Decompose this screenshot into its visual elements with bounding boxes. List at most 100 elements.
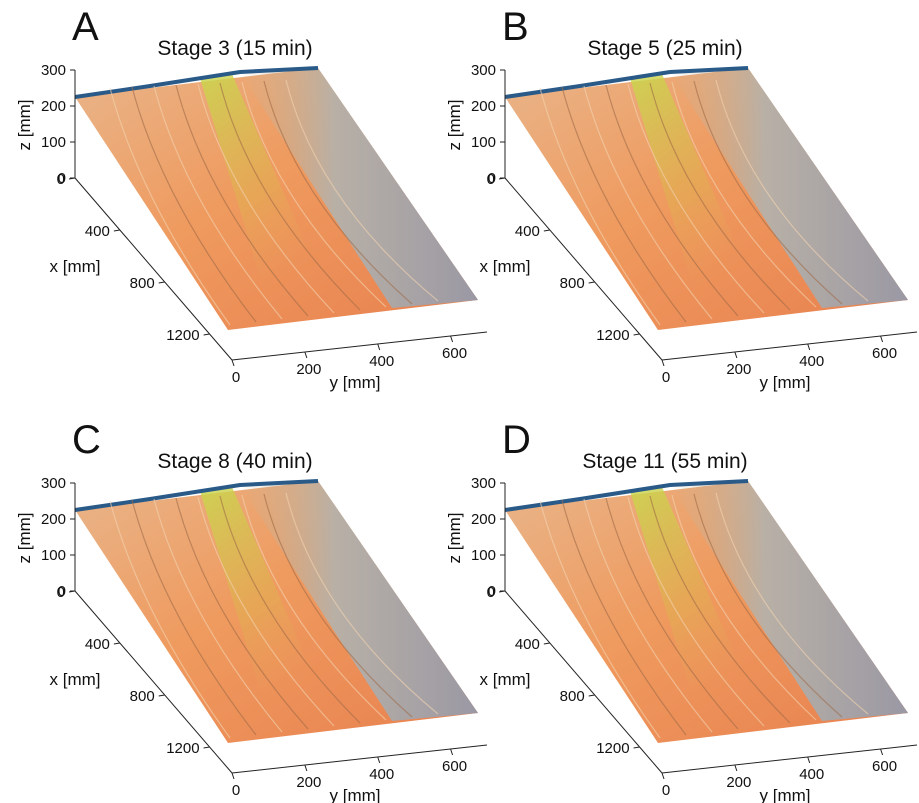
x-axis-label: x [mm] <box>480 670 531 689</box>
x-tick <box>633 746 640 749</box>
z-tick-label: 200 <box>41 98 66 115</box>
surface-streak <box>131 86 257 323</box>
x-tick <box>113 642 120 645</box>
x-axis-label: x [mm] <box>50 670 101 689</box>
y-tick-label: 0 <box>662 782 670 799</box>
y-tick <box>661 772 665 780</box>
panel-title: Stage 5 (25 min) <box>587 37 742 60</box>
y-tick <box>880 748 884 756</box>
surface-streak <box>715 492 869 715</box>
x-tick <box>498 590 506 593</box>
x-tick-label: 800 <box>560 688 585 705</box>
surface-streak <box>627 83 765 314</box>
panel-label: B <box>502 5 529 49</box>
x-tick-label: 400 <box>85 636 110 653</box>
x-tick-label: 800 <box>130 275 155 292</box>
y-tick <box>661 359 665 367</box>
x-tick-label: 800 <box>560 275 585 292</box>
x-axis <box>504 177 663 361</box>
y-tick-label: 400 <box>369 353 394 370</box>
y-tick-label: 200 <box>296 361 321 378</box>
y-axis-label: y [mm] <box>760 373 811 392</box>
y-tick-label: 600 <box>872 345 897 362</box>
z-tick-label: 0 <box>488 583 496 600</box>
panel: B Stage 5 (25 min) 0 100 200 300 z [mm] 0 400 800… <box>445 5 918 392</box>
y-axis-label: y [mm] <box>330 786 381 803</box>
y-axis-label: y [mm] <box>330 373 381 392</box>
x-tick-label: 400 <box>85 223 110 240</box>
x-axis <box>504 590 663 774</box>
x-tick-label: 800 <box>130 688 155 705</box>
x-tick-label: 1200 <box>166 327 199 344</box>
surface-streak <box>197 83 335 314</box>
y-tick <box>304 351 308 359</box>
x-tick <box>68 590 76 593</box>
panel-label: C <box>72 418 101 462</box>
y-axis <box>231 331 488 361</box>
x-axis-label: x [mm] <box>480 257 531 276</box>
x-axis <box>74 177 233 361</box>
z-tick-label: 300 <box>41 62 66 79</box>
surface-streak <box>561 499 687 736</box>
y-tick-label: 400 <box>799 766 824 783</box>
x-tick <box>588 281 595 284</box>
surface-streak <box>649 82 791 311</box>
surface-streak <box>263 80 413 305</box>
y-tick <box>807 756 811 764</box>
surface-streak <box>605 84 739 317</box>
surface-streak <box>583 498 713 733</box>
z-tick-label: 100 <box>471 547 496 564</box>
x-tick <box>203 333 210 336</box>
x-tick-label: 0 <box>57 584 65 601</box>
y-tick-label: 600 <box>872 758 897 775</box>
surface-streak <box>693 493 843 718</box>
y-tick <box>231 359 235 367</box>
surface-streak <box>153 498 283 733</box>
surface-bare <box>240 481 478 721</box>
y-axis <box>661 331 918 361</box>
x-tick-label: 0 <box>487 171 495 188</box>
y-tick <box>377 756 381 764</box>
surface-streak <box>605 497 739 730</box>
panel-title: Stage 3 (15 min) <box>157 37 312 60</box>
y-axis <box>661 744 918 774</box>
z-tick-label: 200 <box>471 511 496 528</box>
surface-bare <box>670 481 908 721</box>
surface-streak <box>583 85 713 320</box>
y-tick <box>304 764 308 772</box>
surface-rim <box>74 66 319 99</box>
y-tick <box>734 351 738 359</box>
surface-streak <box>671 81 817 308</box>
y-axis-label: y [mm] <box>760 786 811 803</box>
x-tick-label: 0 <box>57 171 65 188</box>
x-tick <box>203 746 210 749</box>
y-tick <box>450 335 454 343</box>
y-tick-label: 600 <box>442 345 467 362</box>
panel: C Stage 8 (40 min) 0 100 200 300 z [mm] 0 400 800… <box>15 418 488 803</box>
surface-streak <box>539 500 661 739</box>
z-tick-label: 0 <box>488 170 496 187</box>
surface-streak <box>131 499 257 736</box>
surface-streak <box>285 492 439 715</box>
x-tick-label: 1200 <box>596 740 629 757</box>
x-tick-label: 400 <box>515 636 540 653</box>
x-tick <box>543 229 550 232</box>
y-tick-label: 0 <box>232 782 240 799</box>
x-tick <box>158 281 165 284</box>
y-tick <box>807 343 811 351</box>
surface-bare <box>670 68 908 308</box>
x-axis <box>74 590 233 774</box>
surface-streak <box>671 494 817 721</box>
x-axis-label: x [mm] <box>50 257 101 276</box>
x-tick <box>158 694 165 697</box>
y-tick <box>231 772 235 780</box>
y-tick-label: 600 <box>442 758 467 775</box>
y-tick-label: 200 <box>726 774 751 791</box>
z-tick-label: 100 <box>41 547 66 564</box>
x-tick-label: 1200 <box>166 740 199 757</box>
surface-streak <box>109 87 231 326</box>
z-tick-label: 100 <box>471 134 496 151</box>
x-tick-label: 400 <box>515 223 540 240</box>
surface-streak <box>715 79 869 302</box>
